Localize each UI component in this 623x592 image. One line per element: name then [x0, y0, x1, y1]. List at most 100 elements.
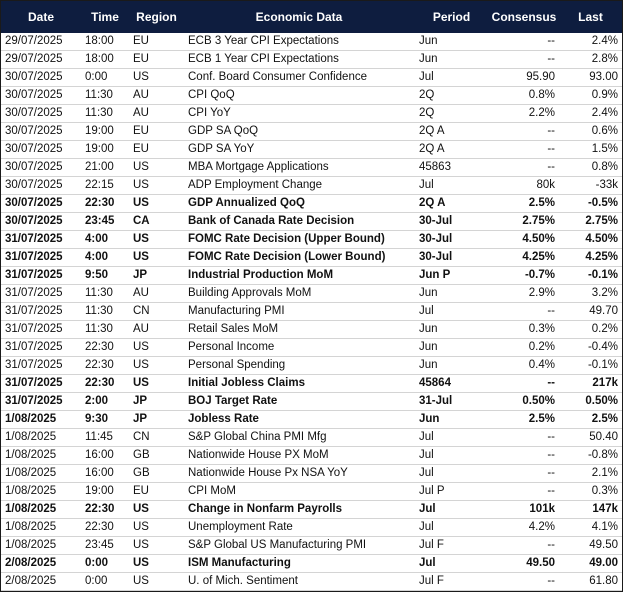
- table-row: 31/07/2025 11:30 AU Building Approvals MoM J…: [1, 284, 622, 303]
- table-cell: 2Q A: [414, 194, 489, 213]
- table-cell: Jul: [414, 518, 489, 537]
- table-cell: Jun: [414, 410, 489, 429]
- table-cell: GDP SA YoY: [184, 140, 414, 159]
- table-row: 1/08/2025 22:30 US Change in Nonfarm Payrol…: [1, 500, 622, 519]
- table-cell: US: [129, 230, 184, 249]
- table-cell: --: [489, 122, 559, 141]
- table-cell: Personal Income: [184, 338, 414, 357]
- table-cell: 49.70: [559, 302, 622, 321]
- table-row: 31/07/2025 22:30 US Initial Jobless Claims 4…: [1, 374, 622, 393]
- table-cell: Building Approvals MoM: [184, 284, 414, 303]
- table-cell: US: [129, 338, 184, 357]
- table-cell: 95.90: [489, 68, 559, 87]
- table-cell: --: [489, 572, 559, 591]
- table-cell: --: [489, 464, 559, 483]
- table-cell: US: [129, 554, 184, 573]
- table-cell: --: [489, 374, 559, 393]
- table-cell: 1/08/2025: [1, 518, 81, 537]
- table-row: 30/07/2025 22:15 US ADP Employment Change Ju…: [1, 176, 622, 195]
- table-cell: 23:45: [81, 536, 129, 555]
- table-cell: U. of Mich. Sentiment: [184, 572, 414, 591]
- table-cell: 0.3%: [559, 482, 622, 501]
- table-row: 1/08/2025 16:00 GB Nationwide House Px NSA …: [1, 464, 622, 483]
- table-cell: Unemployment Rate: [184, 518, 414, 537]
- table-row: 1/08/2025 9:30 JP Jobless Rate Jun 2.5% 2.5%: [1, 410, 622, 429]
- table-cell: 2.9%: [489, 284, 559, 303]
- table-cell: 18:00: [81, 33, 129, 51]
- table-cell: 93.00: [559, 68, 622, 87]
- table-cell: 2.75%: [559, 212, 622, 231]
- table-cell: 49.50: [559, 536, 622, 555]
- table-cell: 29/07/2025: [1, 33, 81, 51]
- table-cell: 0:00: [81, 554, 129, 573]
- table-cell: 30-Jul: [414, 230, 489, 249]
- table-cell: 23:45: [81, 212, 129, 231]
- table-cell: 0.8%: [559, 158, 622, 177]
- table-cell: 31/07/2025: [1, 392, 81, 411]
- table-cell: 45864: [414, 374, 489, 393]
- table-cell: --: [489, 446, 559, 465]
- table-cell: US: [129, 536, 184, 555]
- table-cell: GDP SA QoQ: [184, 122, 414, 141]
- table-row: 30/07/2025 19:00 EU GDP SA QoQ 2Q A -- 0.6%: [1, 122, 622, 141]
- table-cell: --: [489, 158, 559, 177]
- table-row: 30/07/2025 11:30 AU CPI QoQ 2Q 0.8% 0.9%: [1, 86, 622, 105]
- table-cell: 2.75%: [489, 212, 559, 231]
- table-cell: ISM Manufacturing: [184, 554, 414, 573]
- table-cell: 0.50%: [559, 392, 622, 411]
- table-row: 2/08/2025 0:00 US U. of Mich. Sentiment Jul …: [1, 572, 622, 591]
- table-cell: 22:30: [81, 500, 129, 519]
- table-cell: GDP Annualized QoQ: [184, 194, 414, 213]
- table-cell: 49.50: [489, 554, 559, 573]
- table-cell: 30/07/2025: [1, 104, 81, 123]
- table-cell: 30/07/2025: [1, 212, 81, 231]
- table-cell: --: [489, 33, 559, 51]
- table-cell: -33k: [559, 176, 622, 195]
- table-row: 30/07/2025 21:00 US MBA Mortgage Applicatio…: [1, 158, 622, 177]
- table-cell: 2.1%: [559, 464, 622, 483]
- table-cell: Initial Jobless Claims: [184, 374, 414, 393]
- table-cell: ECB 3 Year CPI Expectations: [184, 33, 414, 51]
- table-row: 31/07/2025 22:30 US Personal Income Jun 0.2% -…: [1, 338, 622, 357]
- table-cell: 101k: [489, 500, 559, 519]
- table-cell: Jun: [414, 50, 489, 69]
- table-cell: EU: [129, 33, 184, 51]
- table-cell: EU: [129, 482, 184, 501]
- table-cell: 4.50%: [489, 230, 559, 249]
- table-cell: 2/08/2025: [1, 554, 81, 573]
- table-cell: AU: [129, 86, 184, 105]
- table-cell: 4:00: [81, 230, 129, 249]
- table-cell: 30/07/2025: [1, 176, 81, 195]
- table-cell: --: [489, 140, 559, 159]
- table-cell: 0.2%: [489, 338, 559, 357]
- table-row: 1/08/2025 11:45 CN S&P Global China PMI Mfg…: [1, 428, 622, 447]
- table-cell: 19:00: [81, 482, 129, 501]
- table-cell: 2/08/2025: [1, 572, 81, 591]
- table-cell: -0.1%: [559, 356, 622, 375]
- table-cell: 2.5%: [489, 194, 559, 213]
- table-cell: 4.1%: [559, 518, 622, 537]
- table-cell: US: [129, 518, 184, 537]
- table-cell: 2Q: [414, 104, 489, 123]
- table-cell: S&P Global China PMI Mfg: [184, 428, 414, 447]
- header-cell: Time: [81, 1, 129, 33]
- table-cell: 30/07/2025: [1, 158, 81, 177]
- table-cell: Change in Nonfarm Payrolls: [184, 500, 414, 519]
- table-cell: 2Q: [414, 86, 489, 105]
- table-cell: 2.8%: [559, 50, 622, 69]
- table-cell: --: [489, 428, 559, 447]
- table-cell: FOMC Rate Decision (Lower Bound): [184, 248, 414, 267]
- table-cell: 11:45: [81, 428, 129, 447]
- table-cell: 1/08/2025: [1, 536, 81, 555]
- table-cell: -0.1%: [559, 266, 622, 285]
- table-cell: 31/07/2025: [1, 266, 81, 285]
- table-row: 1/08/2025 23:45 US S&P Global US Manufactur…: [1, 536, 622, 555]
- table-cell: Conf. Board Consumer Confidence: [184, 68, 414, 87]
- table-cell: US: [129, 500, 184, 519]
- table-cell: Nationwide House PX MoM: [184, 446, 414, 465]
- table-cell: 22:30: [81, 338, 129, 357]
- table-cell: ECB 1 Year CPI Expectations: [184, 50, 414, 69]
- table-cell: 21:00: [81, 158, 129, 177]
- table-cell: 0.2%: [559, 320, 622, 339]
